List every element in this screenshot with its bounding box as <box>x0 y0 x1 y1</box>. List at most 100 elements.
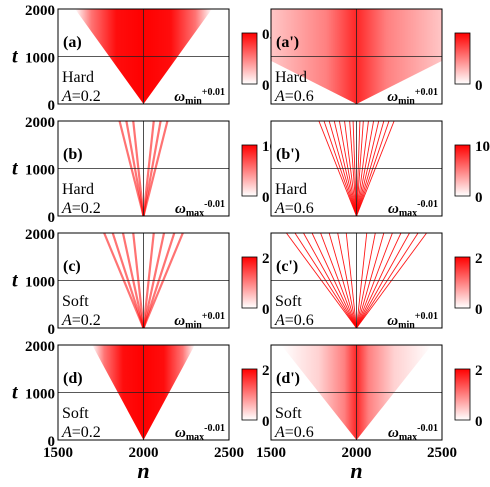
panel-2: (a') Hard A=0.6 ωmin+0.01 0 <box>270 8 483 107</box>
x-tick-label: 2500 <box>427 445 457 461</box>
amplitude-value: =0.6 <box>285 88 314 105</box>
frequency-label: ωmax-0.01 <box>388 423 438 443</box>
amplitude-symbol: A <box>274 88 285 105</box>
omega-subscript: max <box>186 432 204 443</box>
amplitude-symbol: A <box>61 424 72 441</box>
panel-5: 0 1000 2000 t (c) Soft A=0.2 ωmin+0.01 2 0 <box>12 227 270 338</box>
colorbar <box>454 368 471 421</box>
plot-frame <box>270 344 443 441</box>
colorbar-min-label: 0 <box>262 414 270 430</box>
y-tick-label: 0 <box>48 322 56 338</box>
potential-type-label: Hard <box>62 181 94 198</box>
amplitude-value: =0.6 <box>285 424 314 441</box>
potential-type-label: Soft <box>275 405 302 422</box>
omega-symbol: ω <box>388 201 399 217</box>
omega-subscript: min <box>185 96 202 107</box>
y-axis-label: t <box>12 46 19 68</box>
omega-subscript: min <box>398 96 415 107</box>
amplitude-label: A=0.6 <box>274 200 314 217</box>
colorbar-min-label: 0 <box>475 414 483 430</box>
y-tick-label: 1000 <box>25 51 55 67</box>
y-tick-label: 1000 <box>25 163 55 179</box>
colorbar <box>454 256 471 309</box>
potential-type-label: Soft <box>275 293 302 310</box>
amplitude-symbol: A <box>274 312 285 329</box>
colorbar-min-label: 0 <box>262 302 270 318</box>
amplitude-label: A=0.6 <box>274 88 314 105</box>
omega-shift: -0.01 <box>417 423 438 434</box>
colorbar <box>454 144 471 197</box>
amplitude-symbol: A <box>61 200 72 217</box>
colorbar-max-label: 2 <box>475 363 483 379</box>
omega-shift: -0.01 <box>204 199 225 210</box>
amplitude-symbol: A <box>274 200 285 217</box>
amplitude-label: A=0.2 <box>61 88 101 105</box>
amplitude-label: A=0.2 <box>61 424 101 441</box>
potential-type-label: Soft <box>62 405 89 422</box>
omega-symbol: ω <box>388 425 399 441</box>
y-tick-label: 0 <box>48 434 56 450</box>
omega-shift: +0.01 <box>202 311 225 322</box>
y-tick-label: 2000 <box>25 339 55 355</box>
amplitude-value: =0.2 <box>72 424 101 441</box>
y-tick-label: 2000 <box>25 3 55 19</box>
omega-subscript: max <box>186 208 204 219</box>
amplitude-value: =0.2 <box>72 88 101 105</box>
omega-symbol: ω <box>174 89 185 105</box>
panel-4: (b') Hard A=0.6 ωmax-0.01 10 0 <box>270 120 490 219</box>
frequency-label: ωmax-0.01 <box>175 423 225 443</box>
colorbar <box>241 144 258 197</box>
amplitude-symbol: A <box>274 424 285 441</box>
plot-frame <box>270 8 443 105</box>
amplitude-label: A=0.6 <box>274 312 314 329</box>
colorbar <box>241 32 258 85</box>
plot-frame <box>57 120 230 217</box>
omega-shift: +0.01 <box>415 87 438 98</box>
panel-label: (a) <box>63 34 82 51</box>
colorbar-max-label: 2 <box>262 251 270 267</box>
amplitude-symbol: A <box>61 312 72 329</box>
plot-frame <box>57 232 230 329</box>
frequency-label: ωmax-0.01 <box>388 199 438 219</box>
plot-frame <box>270 232 443 329</box>
frequency-label: ωmin+0.01 <box>387 311 438 331</box>
omega-shift: +0.01 <box>415 311 438 322</box>
amplitude-label: A=0.6 <box>274 424 314 441</box>
plot-frame <box>270 120 443 217</box>
omega-symbol: ω <box>387 89 398 105</box>
panel-label: (c') <box>276 258 298 275</box>
plot-frame <box>57 344 230 441</box>
omega-symbol: ω <box>174 313 185 329</box>
x-axis-label: n <box>137 458 149 483</box>
potential-type-label: Soft <box>62 293 89 310</box>
colorbar <box>454 32 471 85</box>
potential-type-label: Hard <box>62 69 94 86</box>
panel-7: 0 1000 2000 t 1500 2000 2500 n (d) Soft A=0.2 ωmax-… <box>12 339 270 483</box>
colorbar <box>241 256 258 309</box>
plot-frame <box>57 8 230 105</box>
omega-symbol: ω <box>387 313 398 329</box>
colorbar <box>241 368 258 421</box>
panel-6: (c') Soft A=0.6 ωmin+0.01 2 0 <box>270 232 483 331</box>
amplitude-value: =0.2 <box>72 312 101 329</box>
omega-shift: +0.01 <box>202 87 225 98</box>
panel-label: (c) <box>63 258 81 275</box>
panel-label: (b') <box>276 146 300 163</box>
y-tick-label: 0 <box>48 210 56 226</box>
y-axis-label: t <box>12 382 19 404</box>
colorbar-min-label: 0 <box>262 78 270 94</box>
x-axis-label: n <box>350 458 362 483</box>
x-tick-label: 1500 <box>43 445 73 461</box>
colorbar-max-label: 2 <box>262 363 270 379</box>
omega-symbol: ω <box>175 425 186 441</box>
y-tick-label: 2000 <box>25 227 55 243</box>
y-tick-label: 1000 <box>25 275 55 291</box>
frequency-label: ωmin+0.01 <box>174 87 225 107</box>
x-tick-label: 2000 <box>129 445 159 461</box>
colorbar-max-label: 10 <box>475 139 490 155</box>
omega-symbol: ω <box>175 201 186 217</box>
colorbar-min-label: 0 <box>262 190 270 206</box>
